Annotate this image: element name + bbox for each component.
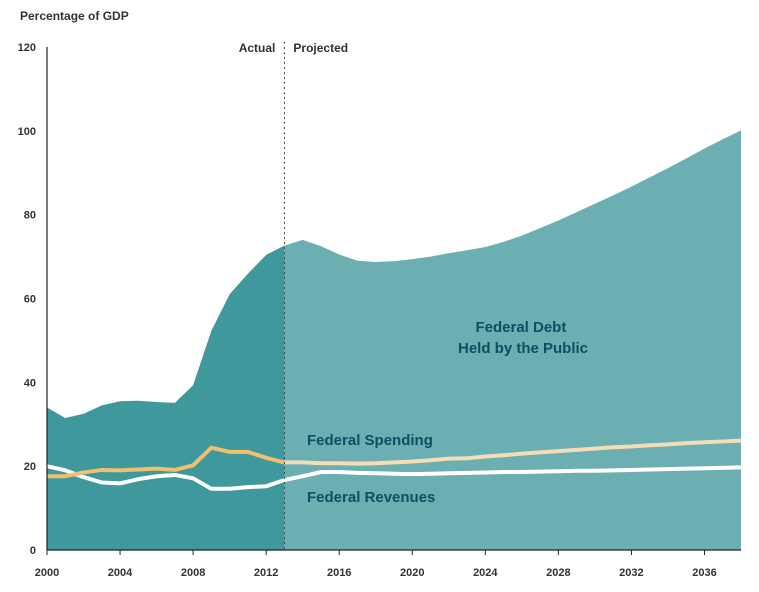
y-tick-labels: 0 20 40 60 80 100 120 bbox=[18, 42, 36, 557]
x-tick-2024: 2024 bbox=[473, 567, 498, 579]
x-tick-2008: 2008 bbox=[181, 567, 205, 579]
debt-area-actual bbox=[47, 245, 285, 550]
y-tick-60: 60 bbox=[24, 294, 36, 306]
y-tick-40: 40 bbox=[24, 377, 36, 389]
debt-label-line-1: Federal Debt bbox=[475, 319, 566, 336]
y-axis-label: Percentage of GDP bbox=[20, 9, 129, 23]
y-tick-20: 20 bbox=[24, 461, 36, 473]
y-tick-0: 0 bbox=[30, 545, 36, 557]
line-series-group bbox=[46, 438, 742, 491]
y-tick-80: 80 bbox=[24, 210, 36, 222]
actual-label: Actual bbox=[239, 41, 276, 55]
x-tick-2032: 2032 bbox=[619, 567, 643, 579]
debt-series-label: Federal Debt Held by the Public bbox=[458, 319, 588, 357]
revenues-series-label: Federal Revenues bbox=[307, 489, 435, 506]
debt-area-group bbox=[47, 130, 741, 550]
debt-label-line-2: Held by the Public bbox=[458, 340, 588, 357]
y-tick-120: 120 bbox=[18, 42, 36, 54]
x-tick-2012: 2012 bbox=[254, 567, 278, 579]
y-tick-100: 100 bbox=[18, 126, 36, 138]
spending-line-actual bbox=[47, 445, 285, 479]
x-tick-labels: 2000 2004 2008 2012 2016 2020 2024 2028 2032 2036 bbox=[35, 550, 717, 579]
x-tick-2036: 2036 bbox=[692, 567, 716, 579]
x-tick-2004: 2004 bbox=[108, 567, 133, 579]
spending-series-label: Federal Spending bbox=[307, 432, 433, 449]
x-tick-2016: 2016 bbox=[327, 567, 351, 579]
x-tick-2000: 2000 bbox=[35, 567, 59, 579]
projected-label: Projected bbox=[293, 41, 348, 55]
revenues-line bbox=[46, 464, 742, 491]
spending-line-projected bbox=[284, 438, 742, 466]
x-tick-2020: 2020 bbox=[400, 567, 424, 579]
x-tick-2028: 2028 bbox=[546, 567, 570, 579]
